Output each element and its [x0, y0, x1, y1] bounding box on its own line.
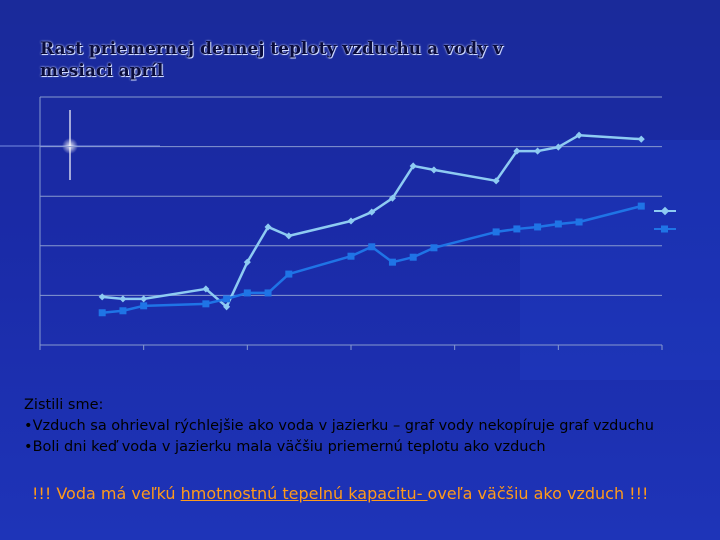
point — [368, 208, 376, 216]
point — [637, 135, 645, 143]
point — [285, 232, 293, 240]
point — [554, 143, 562, 151]
chart-title: Rast priemernej dennej teploty vzduchu a… — [40, 39, 503, 81]
point — [513, 147, 521, 155]
bullet: •Boli dni keď voda v jazierku mala väčši… — [24, 439, 546, 455]
point — [347, 217, 355, 225]
point — [347, 252, 355, 260]
point — [554, 220, 562, 228]
conclusion-text: oveľa väčšiu ako vzduch !!! — [427, 484, 649, 503]
point — [243, 258, 251, 266]
point — [202, 285, 210, 293]
point — [223, 295, 231, 303]
point — [388, 258, 396, 266]
point — [409, 253, 417, 261]
plot — [39, 96, 663, 350]
point — [243, 289, 251, 297]
point — [264, 289, 272, 297]
point — [98, 293, 106, 301]
point — [140, 302, 148, 310]
point — [409, 162, 417, 170]
heading: Zistili sme: — [24, 397, 104, 413]
legend-marker — [661, 225, 668, 233]
point — [285, 270, 293, 278]
point — [575, 131, 583, 139]
point — [513, 225, 521, 233]
point — [430, 244, 438, 252]
bullet-text: Boli dni keď voda v jazierku mala väčšiu… — [32, 439, 546, 455]
point — [119, 307, 127, 315]
bullet-text: Vzduch sa ohrieval rýchlejšie ako voda v… — [32, 418, 654, 434]
point — [492, 177, 500, 185]
point — [223, 303, 231, 311]
bullet: •Vzduch sa ohrieval rýchlejšie ako voda … — [24, 418, 654, 434]
bg-panel — [520, 140, 720, 380]
point — [98, 309, 106, 317]
conclusion-text: !!! Voda má veľkú — [32, 484, 181, 503]
point — [119, 295, 127, 303]
point — [140, 295, 148, 303]
point — [430, 166, 438, 174]
conclusion-underlined: hmotnostnú tepelnú kapacitu- — [180, 484, 428, 503]
conclusion: !!! Voda má veľkú hmotnostnú tepelnú kap… — [32, 484, 648, 503]
point — [368, 243, 376, 251]
point — [264, 223, 272, 231]
point — [637, 202, 645, 210]
point — [534, 223, 542, 231]
point — [492, 228, 500, 236]
sparkle — [62, 138, 78, 154]
text-block: Zistili sme: •Vzduch sa ohrieval rýchlej… — [24, 395, 654, 458]
point — [575, 218, 583, 226]
point — [388, 194, 397, 202]
point — [534, 147, 542, 155]
point — [202, 300, 210, 308]
